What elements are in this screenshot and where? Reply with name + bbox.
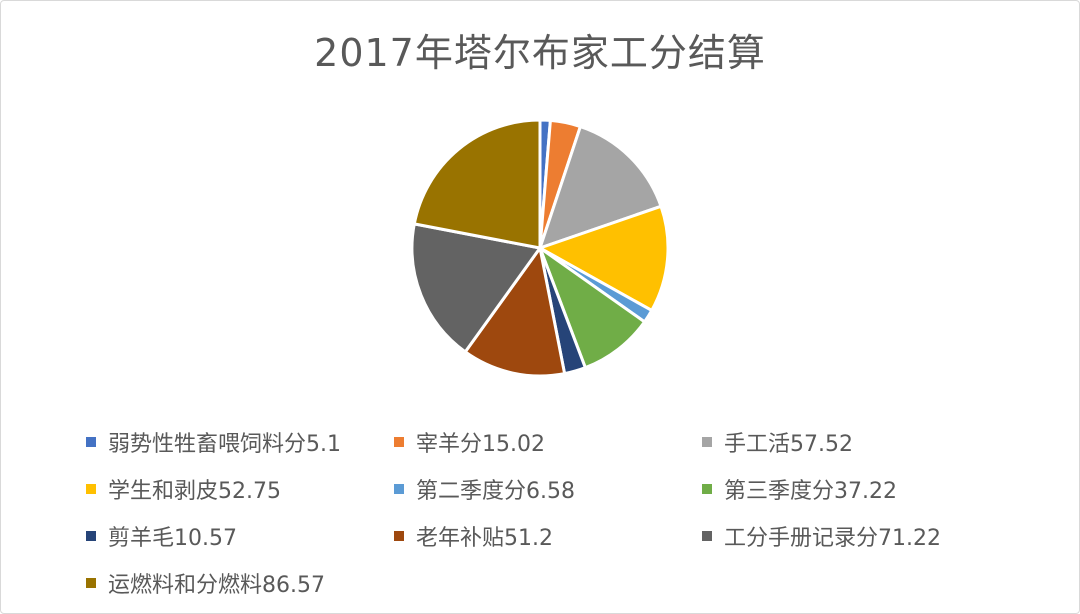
legend-label: 第三季度分37.22 [724,478,897,504]
legend-label: 弱势性牲畜喂饲料分5.1 [108,431,341,457]
chart-legend: 弱势性牲畜喂饲料分5.1 宰羊分15.02 手工活57.52 学生和剥皮52.75 第二… [86,418,1046,606]
legend-item: 第三季度分37.22 [702,465,1022,512]
legend-label: 宰羊分15.02 [416,431,545,457]
legend-item: 工分手册记录分71.22 [702,512,1022,559]
legend-label: 老年补贴51.2 [416,525,553,551]
legend-swatch [394,483,404,494]
legend-swatch [86,577,96,588]
legend-item: 宰羊分15.02 [394,418,702,465]
pie-slice-9 [412,118,542,250]
legend-item: 弱势性牲畜喂饲料分5.1 [86,418,394,465]
legend-swatch [702,436,712,447]
legend-item: 学生和剥皮52.75 [86,465,394,512]
legend-item: 运燃料和分燃料86.57 [86,559,394,606]
legend-label: 学生和剥皮52.75 [108,478,281,504]
legend-swatch [394,530,404,541]
legend-label: 工分手册记录分71.22 [724,525,941,551]
legend-swatch [702,530,712,541]
legend-label: 第二季度分6.58 [416,478,575,504]
legend-item: 手工活57.52 [702,418,1022,465]
pie-slice-2 [538,125,663,250]
legend-label: 剪羊毛10.57 [108,525,237,551]
legend-swatch [86,530,96,541]
pie-slice-8 [410,222,542,354]
legend-label: 运燃料和分燃料86.57 [108,572,325,598]
legend-label: 手工活57.52 [724,431,853,457]
pie-slice-3 [538,204,670,312]
legend-swatch [394,436,404,447]
legend-item: 第二季度分6.58 [394,465,702,512]
legend-swatch [86,483,96,494]
pie-slice-7 [463,246,567,378]
chart-title: 2017年塔尔布家工分结算 [314,31,766,75]
legend-swatch [86,436,96,447]
legend-swatch [702,483,712,494]
legend-item: 老年补贴51.2 [394,512,702,559]
legend-item: 剪羊毛10.57 [86,512,394,559]
